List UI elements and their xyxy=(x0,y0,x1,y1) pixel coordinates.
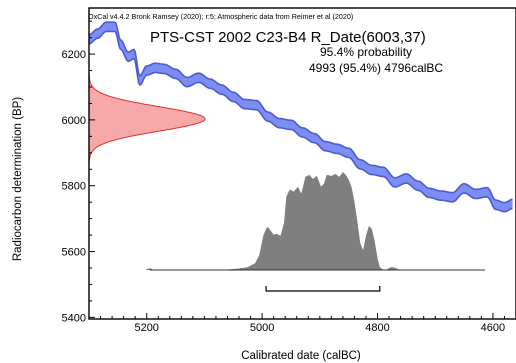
x-axis-label: Calibrated date (calBC) xyxy=(241,350,361,362)
range-bracket xyxy=(265,286,381,292)
x-tick-label: 5000 xyxy=(250,322,274,334)
calibrated-tail-bump xyxy=(146,268,153,271)
calibrated-distribution xyxy=(149,172,415,270)
x-tick-label: 4600 xyxy=(481,322,505,334)
probability-label: 95.4% probability xyxy=(320,45,412,59)
y-tick-label: 5600 xyxy=(62,247,86,259)
calibration-band xyxy=(89,22,513,212)
y-tick-label: 5400 xyxy=(62,312,86,324)
chart-header: OxCal v4.4.2 Bronk Ramsey (2020); r:5; A… xyxy=(88,12,353,21)
chart-title: PTS-CST 2002 C23-B4 R_Date(6003,37) xyxy=(150,29,426,46)
calibration-band-lower xyxy=(88,30,513,213)
range-label: 4993 (95.4%) 4796calBC xyxy=(309,61,443,75)
plot-frame xyxy=(88,7,516,320)
plot-area xyxy=(88,7,516,320)
y-tick-label: 6000 xyxy=(62,115,86,127)
x-tick-label: 5200 xyxy=(134,322,158,334)
y-tick-label: 6200 xyxy=(62,49,86,61)
radiocarbon-distribution xyxy=(88,74,206,164)
x-tick-label: 4800 xyxy=(365,322,389,334)
calibration-band-upper xyxy=(88,21,513,204)
y-tick-label: 5800 xyxy=(62,181,86,193)
y-axis-label: Radiocarbon determination (BP) xyxy=(12,97,24,261)
